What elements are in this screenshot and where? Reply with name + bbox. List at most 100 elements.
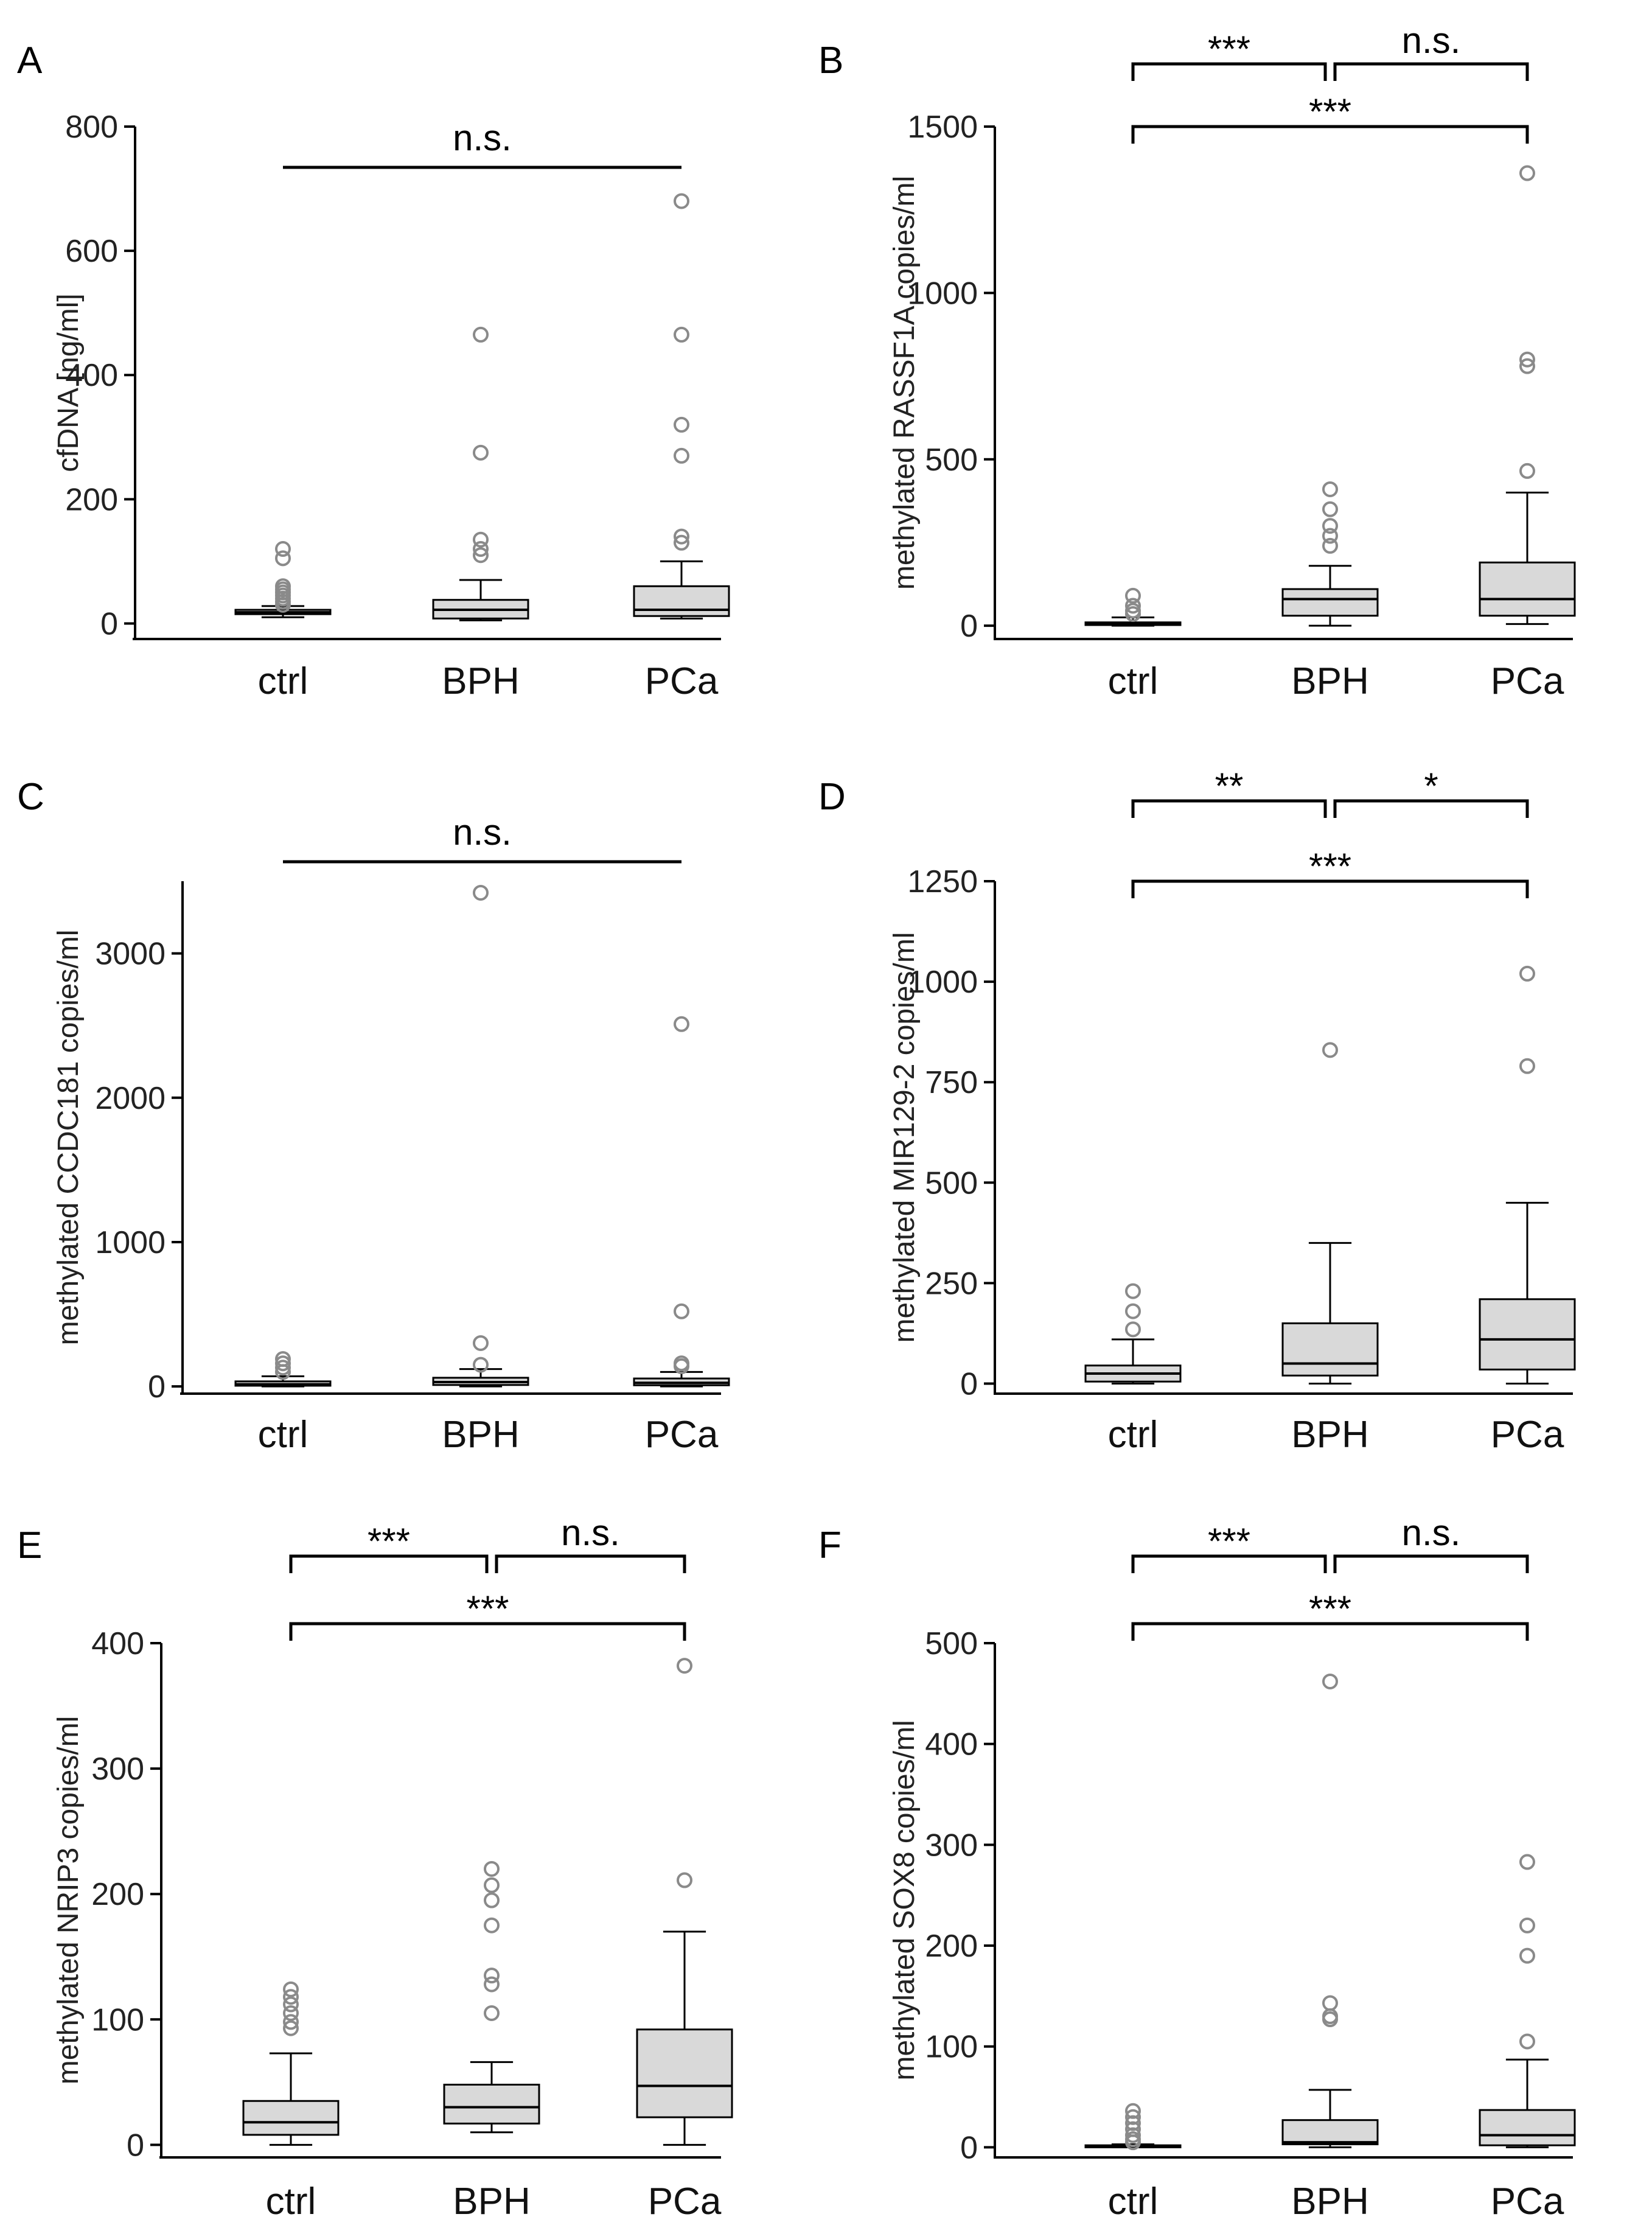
outlier-point	[484, 1877, 500, 1893]
outlier-point	[674, 416, 689, 433]
outlier-point	[1519, 1854, 1535, 1870]
outlier-point	[283, 2014, 299, 2030]
outlier-point	[275, 541, 291, 557]
outlier-point	[1519, 358, 1535, 374]
y-tick-label: 400	[925, 1727, 978, 1762]
y-tick-label: 100	[925, 2030, 978, 2065]
significance-label: n.s.	[453, 117, 512, 158]
y-tick-label: 3000	[95, 937, 166, 972]
y-tick-label: 500	[925, 442, 978, 478]
outlier-point	[1322, 528, 1338, 544]
outlier-point	[1519, 463, 1535, 479]
outlier-point	[674, 534, 689, 551]
panel-f: F 0 100 200 300 400 500 methylated SOX8 copies/…	[818, 1512, 1576, 2223]
outlier-point	[1519, 2033, 1535, 2050]
y-tick-label: 0	[127, 2128, 144, 2163]
significance-label: ***	[1309, 846, 1351, 887]
outlier-point	[1519, 1947, 1535, 1964]
outlier-point	[1125, 1303, 1141, 1319]
panel-a: A 0 200 400 600 800 cfDNA [ng/ml] ctrl BPH PCa n.s…	[17, 40, 730, 702]
x-category-label: ctrl	[266, 2181, 316, 2223]
box-ctrl	[242, 1981, 340, 2146]
box-ctrl	[234, 1351, 332, 1388]
x-category-label: ctrl	[1108, 660, 1159, 702]
iqr-box	[1281, 588, 1379, 617]
box-ctrl	[234, 541, 332, 618]
significance-bracket	[1333, 799, 1529, 818]
y-tick-label: 1000	[907, 276, 978, 311]
outlier-point	[473, 1357, 489, 1373]
y-tick-label: 100	[91, 2002, 144, 2038]
box-ctrl	[1084, 1283, 1182, 1385]
outlier-point	[677, 1658, 692, 1674]
outlier-point	[1125, 1283, 1141, 1299]
y-tick-label: 200	[925, 1929, 978, 1964]
x-category-label: BPH	[442, 660, 519, 702]
outlier-point	[1519, 965, 1535, 982]
outlier-point	[484, 1976, 500, 1992]
outlier-point	[1519, 165, 1535, 181]
x-category-label: ctrl	[1108, 1414, 1159, 1456]
box-pca	[636, 1658, 733, 2146]
significance-label: *	[1424, 766, 1438, 806]
iqr-box	[636, 2028, 733, 2118]
outlier-point	[677, 1872, 692, 1888]
outlier-point	[1322, 518, 1338, 534]
outlier-point	[1125, 602, 1141, 619]
outlier-point	[1519, 1917, 1535, 1933]
outlier-point	[1125, 2109, 1141, 2125]
box-pca	[1479, 965, 1576, 1385]
outlier-point	[1322, 1673, 1338, 1689]
outlier-point	[674, 326, 689, 343]
significance-label: n.s.	[453, 812, 512, 853]
outlier-point	[1125, 2115, 1141, 2131]
x-category-label: BPH	[442, 1414, 519, 1456]
panel-letter: D	[818, 776, 846, 818]
outlier-point	[484, 1892, 500, 1908]
outlier-point	[275, 578, 291, 595]
significance-bracket	[1333, 62, 1529, 81]
box-bph	[432, 326, 529, 621]
box-pca	[633, 193, 730, 620]
iqr-box	[633, 585, 730, 617]
y-axis-label: methylated NRIP3 copies/ml	[52, 1716, 85, 2085]
y-tick-label: 600	[65, 234, 118, 269]
x-category-label: PCa	[648, 2181, 722, 2223]
y-axis-label: methylated MIR129-2 copies/ml	[888, 932, 921, 1343]
outlier-point	[484, 1860, 500, 1877]
significance-label: ***	[1309, 1588, 1351, 1629]
significance-bracket	[1131, 879, 1529, 898]
outlier-point	[484, 2005, 500, 2021]
significance-bracket	[289, 1622, 686, 1641]
iqr-box	[1479, 2109, 1576, 2146]
outlier-point	[1125, 2127, 1141, 2143]
outlier-point	[275, 550, 291, 567]
y-tick-label: 0	[960, 609, 978, 644]
outlier-point	[473, 541, 489, 557]
outlier-point	[674, 1016, 689, 1032]
outlier-point	[1125, 587, 1141, 604]
box-bph	[1281, 481, 1379, 627]
y-tick-label: 400	[91, 1626, 144, 1661]
panel-b: B 0 500 1000 1500 methylated RASSF1A copies/m…	[818, 20, 1576, 702]
box-bph	[432, 884, 529, 1388]
box-pca	[1479, 165, 1576, 625]
outlier-point	[1519, 351, 1535, 368]
significance-bracket	[1131, 1622, 1529, 1641]
outlier-point	[1125, 598, 1141, 614]
iqr-box	[1281, 1322, 1379, 1377]
y-tick-label: 300	[91, 1751, 144, 1787]
outlier-point	[283, 2005, 299, 2021]
significance-bracket	[1131, 125, 1529, 144]
y-axis-label: methylated SOX8 copies/ml	[888, 1720, 921, 2080]
y-tick-label: 800	[65, 110, 118, 145]
outlier-point	[484, 1917, 500, 1933]
panel-d: D 0 250 500 750 1000 1250 methylated MIR129-2 c…	[818, 766, 1576, 1456]
significance-bracket	[1131, 62, 1327, 81]
significance-bracket	[1131, 799, 1327, 818]
box-pca	[1479, 1854, 1576, 2148]
y-tick-label: 1250	[907, 864, 978, 899]
iqr-box	[1479, 1298, 1576, 1371]
outlier-point	[283, 1996, 299, 2013]
y-tick-label: 300	[925, 1828, 978, 1863]
